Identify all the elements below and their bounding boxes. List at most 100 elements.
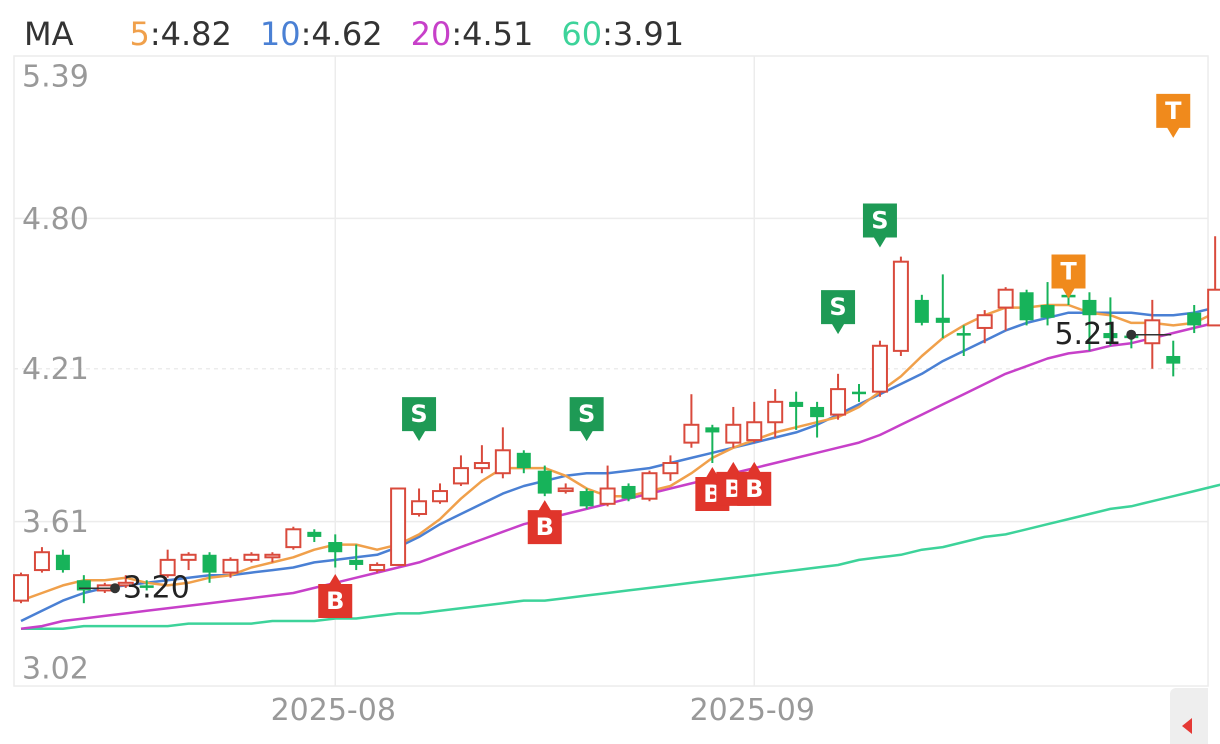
y-tick-label: 4.80 <box>22 202 89 237</box>
candle-body-up <box>390 487 407 566</box>
signal-badge <box>1156 93 1191 138</box>
ma60-legend-item: 60:3.91 <box>561 15 684 53</box>
candle-body-down <box>76 580 91 591</box>
plot-frame <box>13 55 1209 687</box>
signal-b-marker: B <box>318 574 353 619</box>
signal-s-marker: S <box>569 397 604 442</box>
min-label: 3.20 <box>123 571 190 606</box>
ma-value: :4.82 <box>149 15 232 53</box>
candle-body-up <box>432 490 448 503</box>
candle-body-down <box>349 559 364 565</box>
signal-badge <box>1051 254 1086 299</box>
signal-label: S <box>871 206 888 234</box>
candle-body-down <box>516 452 531 469</box>
ma20-legend-item: 20:4.51 <box>411 15 534 53</box>
signal-badge <box>821 290 856 335</box>
signal-badge <box>527 500 562 545</box>
candle-body-up <box>746 421 763 442</box>
scroll-left-tab[interactable] <box>1170 688 1208 744</box>
y-tick-label: 5.39 <box>22 60 89 95</box>
ma-value: :4.62 <box>300 15 383 53</box>
candle-body-down <box>139 585 154 588</box>
candle-body-down <box>55 554 70 571</box>
candle-body-up <box>641 472 658 500</box>
candle-body-up <box>243 553 260 561</box>
ma-period: 60 <box>561 15 603 53</box>
signal-badge <box>318 574 353 619</box>
signal-label: S <box>829 293 846 321</box>
signal-label: T <box>1165 97 1182 125</box>
signal-label: S <box>410 400 427 428</box>
signal-badge <box>402 397 437 442</box>
y-axis-labels: 5.39 4.80 4.21 3.61 3.02 <box>22 60 89 687</box>
signal-badge <box>569 397 604 442</box>
ma-legend-label: MA <box>24 15 74 53</box>
candle-body-up <box>264 553 281 559</box>
signal-s-marker: S <box>862 203 897 248</box>
ma5-legend-item: 5:4.82 <box>130 15 232 53</box>
candle-body-up <box>452 467 469 485</box>
candle-body-up <box>494 449 511 475</box>
max-label: 5.21 <box>1054 317 1121 352</box>
signal-label: B <box>326 587 344 615</box>
signal-label: S <box>578 400 595 428</box>
candle-body-up <box>599 487 616 505</box>
extreme-markers: 5.21 3.20 <box>79 317 1172 606</box>
signal-badge <box>737 461 772 506</box>
candle-body-down <box>537 470 552 494</box>
ma-legend: MA 5:4.82 10:4.62 20:4.51 60:3.91 <box>24 14 712 54</box>
candle-body-down <box>1019 292 1034 321</box>
candle-body-up <box>285 528 302 549</box>
candle-body-down <box>956 333 971 336</box>
candle-body-up <box>222 558 239 574</box>
candle-body-down <box>307 531 322 537</box>
ma10-legend-item: 10:4.62 <box>260 15 383 53</box>
ma-value: :3.91 <box>602 15 685 53</box>
candle-body-down <box>328 542 343 553</box>
ma20-line <box>20 319 1220 630</box>
ma-value: :4.51 <box>451 15 534 53</box>
candle-body-down <box>1082 299 1097 316</box>
candle-body-up <box>117 581 134 587</box>
candle-body-up <box>180 553 197 561</box>
candle-body-up <box>33 551 50 572</box>
signal-label: T <box>1060 257 1077 285</box>
ma5-line <box>20 303 1220 602</box>
candle-body-down <box>1103 333 1118 339</box>
candle-body-up <box>892 260 909 352</box>
candle-body-up <box>830 388 847 416</box>
candle-body-down <box>935 317 950 323</box>
signal-b-marker: B <box>737 461 772 506</box>
signal-t-marker: T <box>1051 254 1086 299</box>
candle-body-up <box>871 344 888 393</box>
left-arrow-icon <box>1182 718 1192 734</box>
candle-body-up <box>159 558 176 577</box>
candle-body-down <box>789 401 804 407</box>
candle-body-up <box>683 423 700 444</box>
x-tick-label: 2025-08 <box>271 693 396 728</box>
ma60-line <box>21 483 1220 630</box>
candle-body-down <box>914 299 929 323</box>
candle-body-up <box>13 574 29 602</box>
x-axis-labels: 2025-08 2025-09 <box>271 693 815 728</box>
candle-body-down <box>1187 312 1202 326</box>
signal-t-marker: T <box>1156 93 1191 138</box>
signal-label: B <box>536 513 554 541</box>
y-tick-label: 3.61 <box>22 505 89 540</box>
candle-body-up <box>369 563 386 572</box>
candle-body-down <box>202 554 217 573</box>
candle-body-down <box>810 406 825 418</box>
candle-body-up <box>662 462 679 475</box>
ma-period: 10 <box>259 15 301 53</box>
candle-body-up <box>557 487 574 493</box>
candle-body-down <box>579 491 594 507</box>
signal-s-marker: S <box>821 290 856 335</box>
signal-s-marker: S <box>402 397 437 442</box>
candle-body-up <box>473 462 490 470</box>
ma10-line <box>20 304 1220 623</box>
ma-period: 20 <box>410 15 452 53</box>
moving-average-lines <box>20 303 1220 630</box>
max-dot <box>1126 329 1137 340</box>
